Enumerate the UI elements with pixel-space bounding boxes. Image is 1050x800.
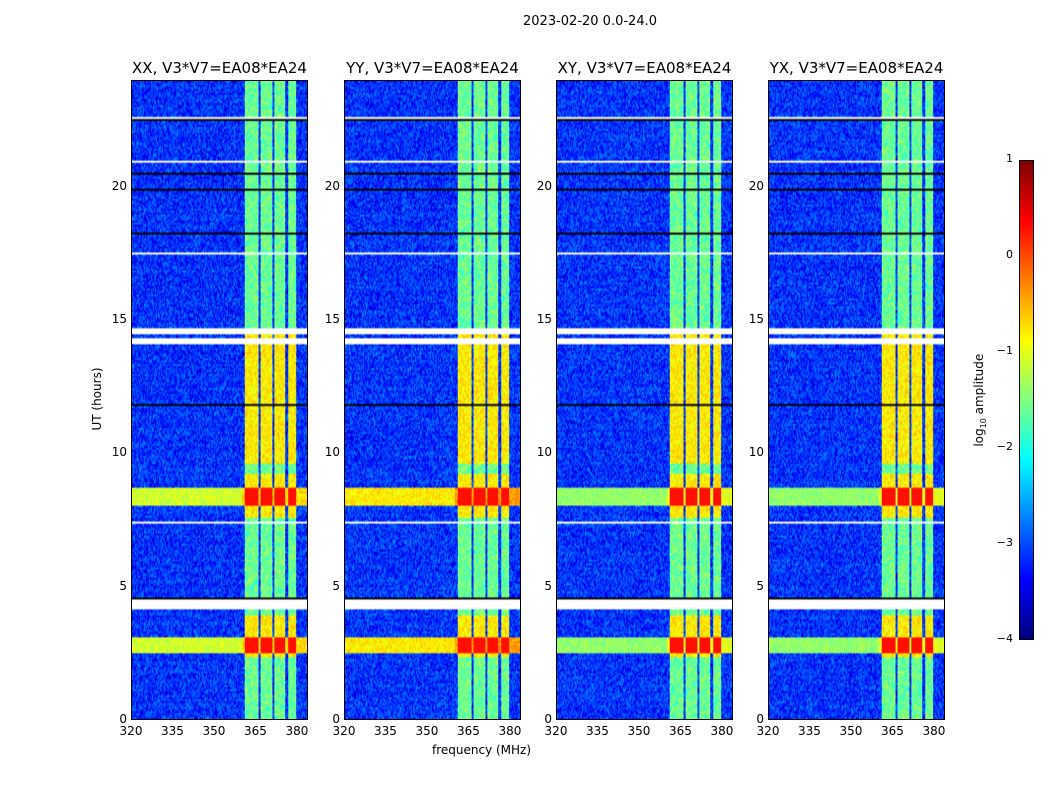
x-tick-label: 350 — [839, 724, 863, 738]
heatmap-cells — [345, 81, 520, 719]
colorbar-tick-label: 0 — [1006, 248, 1013, 261]
y-tick-label: 20 — [324, 178, 340, 193]
figure-title: 2023-02-20 0.0-24.0 — [523, 14, 657, 29]
x-tick-label: 320 — [332, 724, 356, 738]
y-tick-label: 0 — [332, 712, 340, 726]
x-tick-label: 320 — [544, 724, 568, 738]
x-tick-label: 320 — [119, 724, 143, 738]
heatmap-cells — [132, 81, 307, 719]
y-axis-label: UT (hours) — [90, 367, 104, 431]
y-tick-label: 15 — [111, 312, 127, 326]
y-tick-label: 20 — [536, 178, 552, 193]
y-tick-label: 10 — [748, 445, 764, 460]
colorbar-tick-label: −4 — [996, 632, 1013, 645]
colorbar-tick-label: −2 — [996, 440, 1013, 453]
panel-title: YX, V3*V7=EA08*EA24 — [769, 59, 944, 77]
x-tick-label: 365 — [457, 724, 480, 738]
panel-title: YY, V3*V7=EA08*EA24 — [346, 59, 519, 77]
panel-title: XY, V3*V7=EA08*EA24 — [557, 59, 732, 77]
colorbar-tick-label: −3 — [996, 536, 1013, 549]
x-tick-label: 350 — [627, 724, 651, 738]
x-axis-label: frequency (MHz) — [432, 743, 532, 757]
x-tick-label: 350 — [415, 724, 439, 738]
y-tick-label: 5 — [332, 578, 340, 593]
heatmap-panel-2 — [556, 80, 733, 720]
x-tick-label: 380 — [285, 724, 309, 738]
y-tick-label: 5 — [756, 578, 764, 593]
y-tick-label: 20 — [111, 178, 127, 193]
y-tick-label: 5 — [119, 578, 127, 593]
x-tick-label: 380 — [710, 724, 734, 738]
y-tick-label: 0 — [544, 712, 552, 726]
x-tick-label: 350 — [202, 724, 226, 738]
colorbar-label: log10 amplitude — [972, 340, 988, 460]
y-tick-label: 0 — [119, 712, 127, 726]
y-tick-label: 15 — [536, 312, 552, 326]
heatmap-cells — [557, 81, 732, 719]
x-tick-label: 335 — [374, 724, 397, 738]
heatmap-panel-1 — [344, 80, 521, 720]
x-tick-label: 320 — [756, 724, 780, 738]
x-tick-label: 380 — [922, 724, 946, 738]
heatmap-cells — [769, 81, 944, 719]
y-tick-label: 5 — [544, 578, 552, 593]
y-tick-label: 0 — [756, 712, 764, 726]
colorbar-tick-label: −1 — [996, 344, 1013, 357]
y-tick-label: 10 — [536, 445, 552, 460]
heatmap-panel-3 — [768, 80, 945, 720]
y-tick-label: 10 — [111, 445, 127, 460]
y-tick-label: 15 — [748, 312, 764, 326]
x-tick-label: 365 — [669, 724, 692, 738]
colorbar — [1019, 160, 1034, 640]
panel-title: XX, V3*V7=EA08*EA24 — [132, 59, 307, 77]
y-tick-label: 15 — [324, 312, 340, 326]
x-tick-label: 380 — [498, 724, 522, 738]
colorbar-label-rest: amplitude — [971, 353, 986, 419]
y-tick-label: 20 — [748, 178, 764, 193]
x-tick-label: 365 — [881, 724, 904, 738]
heatmap-panel-0 — [131, 80, 308, 720]
colorbar-tick-label: 1 — [1006, 152, 1013, 165]
x-tick-label: 335 — [161, 724, 184, 738]
colorbar-label-main: log — [971, 428, 986, 447]
x-tick-label: 365 — [244, 724, 267, 738]
colorbar-label-sub: 10 — [979, 418, 989, 429]
y-tick-label: 10 — [324, 445, 340, 460]
x-tick-label: 335 — [586, 724, 609, 738]
x-tick-label: 335 — [798, 724, 821, 738]
